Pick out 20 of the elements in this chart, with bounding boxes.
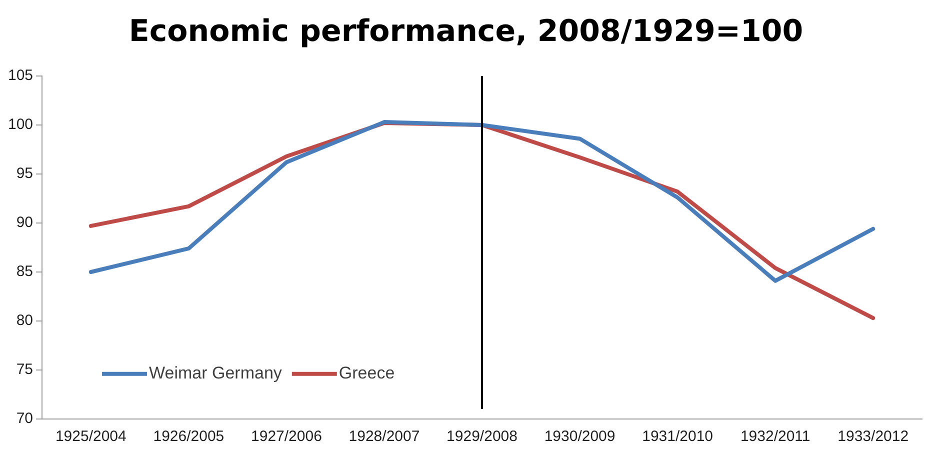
x-tick-label: 1927/2006 [251, 428, 322, 446]
y-tick-label: 85 [16, 263, 34, 280]
chart-title: Economic performance, 2008/1929=100 [128, 14, 804, 51]
y-tick-label: 90 [16, 214, 34, 232]
y-tick-label: 75 [16, 361, 34, 378]
x-tick-label: 1933/2012 [838, 428, 909, 446]
x-tick-label: 1925/2004 [55, 428, 126, 446]
legend-label: Weimar Germany [149, 364, 282, 383]
x-tick-label: 1929/2008 [446, 428, 518, 446]
x-tick-label: 1926/2005 [153, 428, 224, 446]
y-tick-label: 70 [16, 410, 34, 428]
x-tick-label: 1930/2009 [544, 428, 616, 446]
legend-label: Greece [338, 364, 395, 383]
x-tick-label: 1932/2011 [740, 428, 810, 446]
y-tick-label: 95 [16, 165, 34, 182]
y-tick-label: 100 [8, 116, 34, 134]
x-tick-label: 1931/2010 [642, 428, 714, 446]
x-tick-label: 1928/2007 [348, 428, 420, 446]
y-tick-label: 105 [8, 67, 34, 84]
y-tick-label: 80 [16, 312, 34, 330]
